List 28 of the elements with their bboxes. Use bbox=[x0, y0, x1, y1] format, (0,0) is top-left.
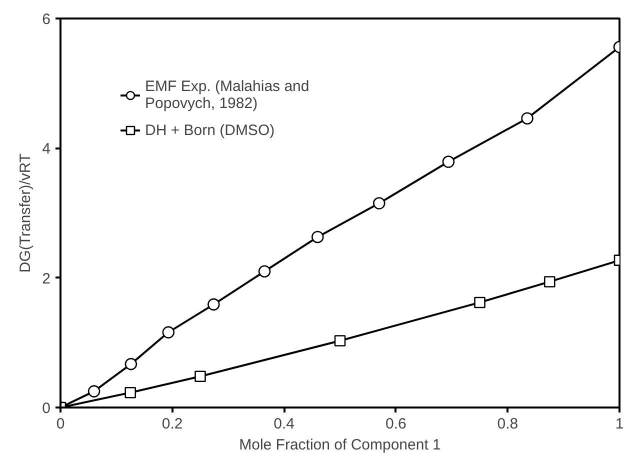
y-tick-label: 6 bbox=[42, 11, 50, 28]
point bbox=[372, 197, 386, 210]
point bbox=[544, 276, 556, 288]
point bbox=[442, 156, 455, 168]
x-tick-label: 0.8 bbox=[497, 416, 518, 432]
x-tick-label: 0.6 bbox=[385, 416, 406, 432]
y-tick-label: 2 bbox=[42, 270, 50, 288]
point bbox=[311, 230, 324, 244]
point bbox=[162, 326, 175, 338]
x-tick-label: 0 bbox=[56, 416, 65, 432]
y-tick-label: 4 bbox=[42, 140, 50, 158]
legend-label: DH + Born (DMSO) bbox=[145, 122, 275, 138]
point bbox=[334, 335, 346, 346]
point bbox=[194, 370, 206, 382]
point bbox=[521, 112, 534, 124]
x-axis-title: Mole Fraction of Component 1 bbox=[239, 436, 441, 454]
point bbox=[124, 358, 138, 370]
point bbox=[474, 296, 486, 308]
point bbox=[88, 385, 100, 398]
legend-label: EMF Exp. (Malahias and Popovych, 1982) bbox=[145, 78, 310, 112]
x-tick-label: 0.2 bbox=[162, 416, 183, 432]
x-tick-label: 1 bbox=[615, 416, 624, 432]
point bbox=[208, 298, 220, 311]
x-tick-label: 0.4 bbox=[274, 416, 295, 432]
y-axis-title: DG(Transfer)/vRT bbox=[17, 153, 34, 273]
y-tick-label: 0 bbox=[42, 400, 50, 417]
point bbox=[124, 386, 136, 398]
point bbox=[258, 265, 271, 278]
